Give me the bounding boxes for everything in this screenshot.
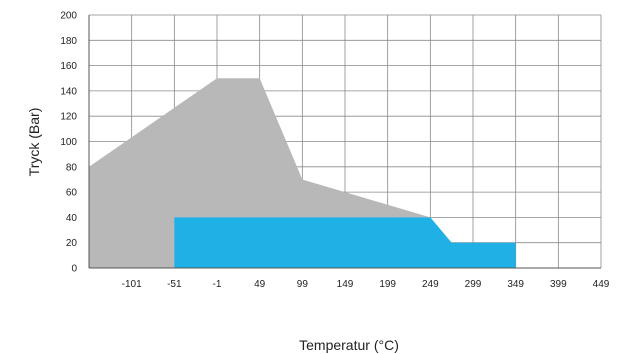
y-tick-label: 200 [60, 11, 77, 22]
x-tick-label: 349 [507, 279, 524, 290]
x-tick-label: 449 [593, 279, 610, 290]
x-tick-label: 149 [337, 279, 354, 290]
y-axis-label: Tryck (Bar) [26, 108, 42, 177]
x-axis-label: Temperatur (°C) [299, 337, 399, 353]
y-tick-label: 160 [60, 61, 77, 72]
y-tick-label: 140 [60, 86, 77, 97]
x-tick-label: -101 [122, 279, 142, 290]
y-tick-label: 20 [66, 238, 78, 249]
x-tick-label: 199 [379, 279, 396, 290]
y-tick-label: 120 [60, 112, 77, 123]
y-tick-label: 40 [66, 213, 78, 224]
y-tick-label: 80 [66, 162, 78, 173]
x-tick-label: 249 [422, 279, 439, 290]
x-tick-label: 49 [254, 279, 266, 290]
series-layer [89, 78, 516, 268]
x-tick-label: -1 [213, 279, 222, 290]
y-tick-label: 100 [60, 137, 77, 148]
area-series-2 [174, 217, 516, 268]
y-tick-label: 60 [66, 188, 78, 199]
y-tick-label: 180 [60, 36, 77, 47]
x-tick-label: 299 [465, 279, 482, 290]
x-tick-label: 399 [550, 279, 567, 290]
y-tick-label: 0 [71, 264, 77, 275]
x-tick-label: -51 [167, 279, 182, 290]
axes [88, 15, 601, 269]
x-tick-label: 99 [297, 279, 309, 290]
tick-labels: -101 -51 -1 49 99 149 199 249 299 349 399 449 0 20 40 6… [60, 11, 609, 291]
